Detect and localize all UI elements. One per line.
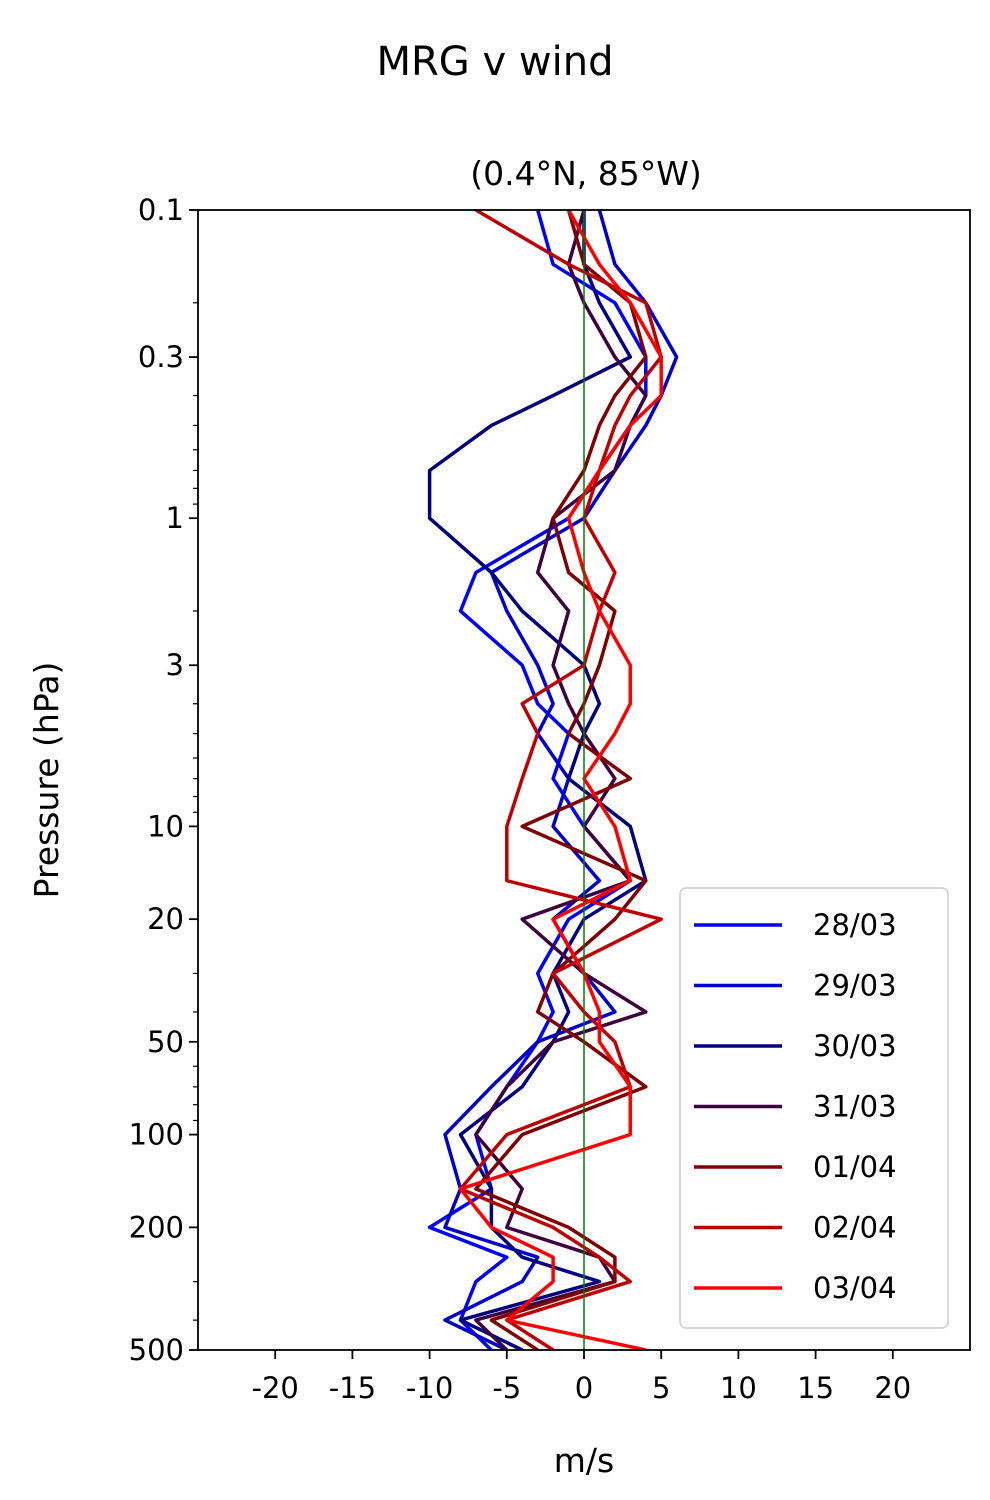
y-tick-label: 10 xyxy=(147,809,184,843)
legend: 28/03 29/03 30/03 31/03 01/04 02/04 03/04 xyxy=(679,887,949,1329)
series-line-4 xyxy=(474,210,648,1350)
x-tick-label: 20 xyxy=(874,1371,911,1405)
x-tick-label: 10 xyxy=(720,1371,757,1405)
y-tick-label: 0.1 xyxy=(138,193,184,227)
legend-label: 02/04 xyxy=(813,1211,897,1245)
legend-label: 31/03 xyxy=(813,1090,897,1124)
x-tick-label: -10 xyxy=(406,1371,453,1405)
series-line-5 xyxy=(474,210,648,1350)
y-tick-label: 50 xyxy=(147,1025,184,1059)
y-tick-label: 500 xyxy=(129,1333,184,1367)
legend-label: 01/04 xyxy=(813,1150,897,1184)
legend-label: 03/04 xyxy=(813,1271,897,1305)
series-line-7 xyxy=(458,210,663,1350)
chart-suptitle: MRG v wind xyxy=(377,39,614,85)
series-layer xyxy=(427,210,679,1350)
legend-label: 30/03 xyxy=(813,1029,897,1063)
legend-label: 28/03 xyxy=(813,908,897,942)
y-tick-label: 20 xyxy=(147,902,184,936)
x-tick-label: 15 xyxy=(797,1371,834,1405)
legend-items: 28/03 29/03 30/03 31/03 01/04 02/04 03/04 xyxy=(694,908,897,1305)
x-tick-label: 5 xyxy=(652,1371,670,1405)
x-tick-label: 0 xyxy=(575,1371,593,1405)
y-axis-label: Pressure (hPa) xyxy=(27,662,66,899)
x-tick-label: -5 xyxy=(492,1371,521,1405)
legend-label: 29/03 xyxy=(813,969,897,1003)
series-line-2 xyxy=(443,210,679,1350)
y-axis: 0.1 0.3 1 3 10 20 50 100 200 500 xyxy=(129,193,198,1367)
y-tick-label: 100 xyxy=(129,1118,184,1152)
chart-title: (0.4°N, 85°W) xyxy=(470,154,702,193)
y-tick-label: 3 xyxy=(166,648,184,682)
x-axis: -20 -15 -10 -5 0 5 10 15 20 xyxy=(252,1350,911,1405)
y-tick-label: 200 xyxy=(129,1210,184,1244)
y-tick-label: 1 xyxy=(166,501,184,535)
plot-area xyxy=(197,209,971,1351)
x-tick-label: -20 xyxy=(252,1371,299,1405)
x-axis-label: m/s xyxy=(554,1441,614,1480)
y-tick-label: 0.3 xyxy=(138,340,184,374)
series-line-6 xyxy=(458,210,663,1350)
legend-box xyxy=(679,887,949,1329)
x-tick-label: -15 xyxy=(329,1371,376,1405)
